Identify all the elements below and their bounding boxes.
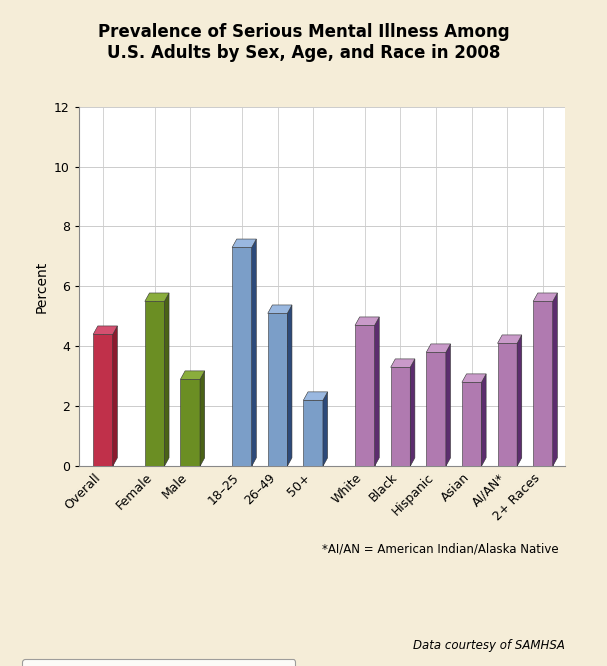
Polygon shape — [355, 326, 375, 466]
Polygon shape — [304, 400, 323, 466]
Y-axis label: Percent: Percent — [35, 260, 49, 312]
Polygon shape — [462, 382, 481, 466]
Polygon shape — [145, 301, 164, 466]
Polygon shape — [252, 239, 256, 466]
Polygon shape — [410, 359, 415, 466]
Polygon shape — [180, 380, 200, 466]
Polygon shape — [462, 374, 486, 382]
Polygon shape — [481, 374, 486, 466]
Polygon shape — [323, 392, 328, 466]
Text: Prevalence of Serious Mental Illness Among
U.S. Adults by Sex, Age, and Race in : Prevalence of Serious Mental Illness Amo… — [98, 23, 509, 62]
Polygon shape — [113, 326, 117, 466]
Polygon shape — [93, 326, 117, 334]
Polygon shape — [287, 305, 292, 466]
Polygon shape — [232, 247, 252, 466]
Polygon shape — [391, 359, 415, 368]
Polygon shape — [498, 335, 522, 344]
Polygon shape — [268, 305, 292, 314]
Polygon shape — [304, 392, 328, 400]
Text: Data courtesy of SAMHSA: Data courtesy of SAMHSA — [413, 639, 565, 653]
Polygon shape — [268, 314, 287, 466]
Polygon shape — [517, 335, 522, 466]
Polygon shape — [145, 293, 169, 301]
Polygon shape — [180, 371, 205, 380]
Polygon shape — [200, 371, 205, 466]
Polygon shape — [426, 352, 446, 466]
Text: *AI/AN = American Indian/Alaska Native: *AI/AN = American Indian/Alaska Native — [322, 543, 558, 556]
Polygon shape — [164, 293, 169, 466]
Polygon shape — [446, 344, 450, 466]
Polygon shape — [355, 317, 379, 326]
Polygon shape — [533, 293, 557, 301]
Polygon shape — [498, 344, 517, 466]
Polygon shape — [391, 368, 410, 466]
Polygon shape — [232, 239, 256, 247]
Legend: Overall, Age, Sex, Race: Overall, Age, Sex, Race — [22, 659, 295, 666]
Polygon shape — [375, 317, 379, 466]
Polygon shape — [553, 293, 557, 466]
Polygon shape — [93, 334, 113, 466]
Polygon shape — [533, 301, 553, 466]
Polygon shape — [426, 344, 450, 352]
